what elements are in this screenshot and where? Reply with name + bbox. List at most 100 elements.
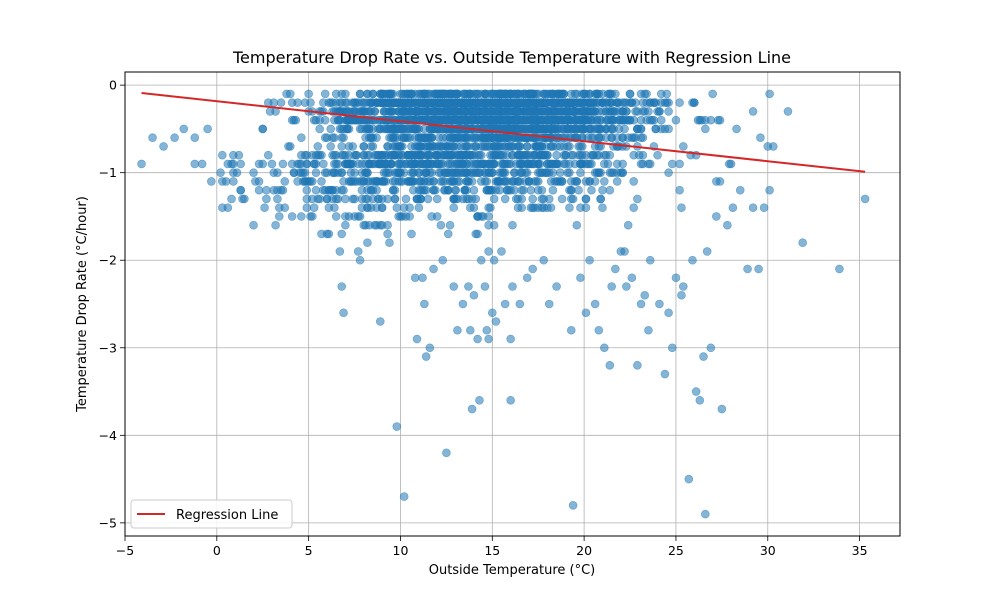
scatter-point: [236, 185, 245, 195]
scatter-point: [341, 159, 350, 169]
scatter-point: [677, 290, 686, 300]
scatter-point: [401, 212, 411, 221]
scatter-point: [425, 150, 435, 160]
scatter-point: [592, 124, 602, 134]
scatter-point: [403, 150, 413, 160]
scatter-point: [361, 98, 370, 107]
scatter-point: [695, 395, 705, 405]
scatter-point: [440, 89, 449, 99]
scatter-point: [440, 150, 449, 160]
scatter-point: [432, 150, 442, 160]
scatter-point: [464, 133, 473, 142]
scatter-point: [438, 255, 448, 265]
scatter-point: [644, 325, 653, 335]
scatter-point: [421, 107, 431, 116]
scatter-point: [469, 290, 479, 300]
scatter-point: [388, 150, 398, 160]
scatter-point: [357, 177, 367, 186]
scatter-point: [313, 142, 323, 151]
scatter-point: [587, 115, 596, 125]
scatter-point: [399, 492, 409, 501]
scatter-point: [561, 107, 571, 116]
scatter-point: [418, 273, 427, 283]
y-tick-label: −4: [99, 428, 117, 443]
scatter-point: [348, 98, 358, 107]
scatter-point: [227, 194, 236, 204]
scatter-point: [319, 107, 328, 116]
scatter-point: [425, 124, 435, 134]
scatter-point: [528, 159, 538, 169]
scatter-point: [491, 142, 501, 151]
scatter-point: [445, 220, 455, 230]
scatter-point: [442, 448, 451, 458]
scatter-point: [460, 142, 470, 151]
scatter-point: [398, 159, 407, 169]
scatter-point: [723, 220, 732, 230]
scatter-point: [396, 142, 405, 151]
scatter-point: [533, 107, 543, 116]
scatter-point: [675, 185, 684, 195]
y-tick-label: −2: [99, 253, 117, 268]
scatter-point: [480, 168, 490, 177]
scatter-point: [511, 115, 521, 125]
scatter-point: [612, 177, 622, 186]
scatter-point: [427, 133, 436, 142]
scatter-point: [645, 255, 655, 265]
scatter-point: [352, 150, 361, 160]
scatter-point: [489, 98, 499, 107]
scatter-point: [533, 142, 543, 151]
scatter-point: [341, 89, 350, 99]
scatter-point: [664, 308, 673, 318]
scatter-point: [566, 325, 576, 335]
scatter-point: [515, 177, 525, 186]
scatter-point: [409, 177, 418, 186]
scatter-point: [223, 203, 233, 212]
scatter-point: [557, 115, 567, 125]
scatter-point: [421, 352, 431, 361]
scatter-point: [429, 185, 438, 195]
scatter-point: [425, 142, 435, 151]
scatter-point: [467, 404, 477, 414]
scatter-point: [238, 194, 247, 204]
scatter-point: [563, 142, 572, 151]
scatter-point: [317, 177, 326, 186]
scatter-point: [249, 220, 258, 230]
scatter-point: [262, 194, 271, 204]
scatter-point: [565, 203, 574, 212]
scatter-point: [587, 185, 596, 195]
scatter-point: [497, 247, 506, 256]
scatter-point: [574, 150, 583, 160]
scatter-point: [491, 317, 501, 326]
scatter-point: [159, 142, 168, 151]
scatter-point: [590, 299, 600, 309]
scatter-point: [348, 159, 358, 169]
scatter-point: [504, 142, 514, 151]
scatter-point: [364, 220, 374, 230]
scatter-point: [629, 177, 639, 186]
scatter-point: [506, 395, 515, 405]
scatter-point: [543, 107, 552, 116]
scatter-point: [622, 282, 631, 291]
scatter-point: [344, 124, 354, 134]
scatter-point: [280, 177, 290, 186]
scatter-point: [443, 229, 453, 239]
scatter-point: [438, 133, 448, 142]
scatter-point: [576, 168, 585, 177]
y-tick-label: −3: [99, 340, 117, 355]
legend: Regression Line: [130, 499, 293, 529]
scatter-point: [320, 133, 330, 142]
scatter-point: [420, 299, 429, 309]
scatter-point: [728, 203, 738, 212]
scatter-point: [412, 194, 422, 204]
scatter-point: [337, 185, 347, 195]
scatter-point: [350, 212, 359, 221]
scatter-point: [278, 159, 288, 169]
scatter-point: [568, 107, 578, 116]
scatter-point: [499, 168, 508, 177]
scatter-point: [702, 247, 712, 256]
scatter-point: [572, 89, 582, 99]
scatter-point: [510, 185, 519, 195]
scatter-point: [598, 185, 607, 195]
scatter-point: [425, 343, 435, 353]
